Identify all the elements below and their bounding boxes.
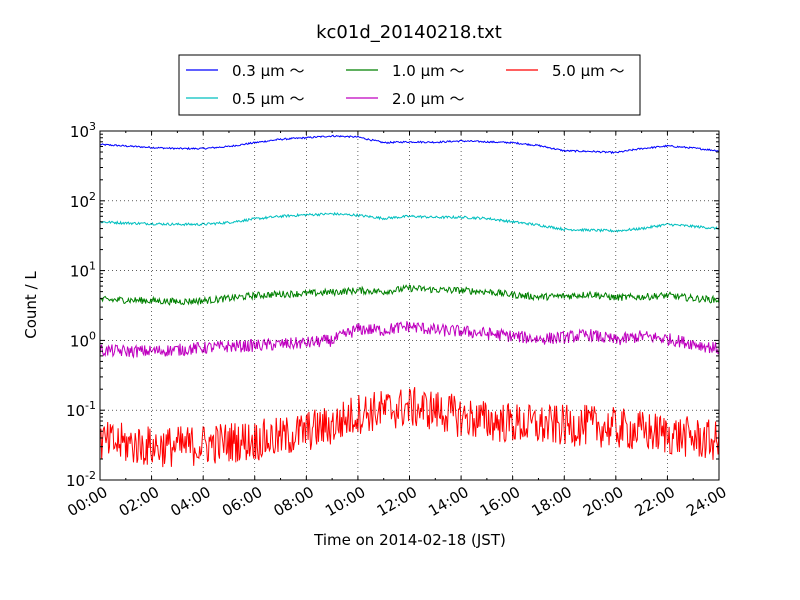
tick-layer [99, 130, 720, 481]
y-tick-label: 10-1 [66, 399, 96, 420]
x-tick-label: 16:00 [477, 483, 523, 520]
x-tick-label: 22:00 [632, 483, 678, 520]
legend-label: 0.5 μm ～ [232, 90, 305, 108]
y-tick-label: 103 [70, 120, 96, 141]
y-tick-label: 101 [70, 260, 96, 281]
series-line [99, 321, 720, 359]
legend-label: 0.3 μm ～ [232, 62, 305, 80]
legend-box [178, 54, 641, 116]
y-tick-label: 100 [70, 329, 96, 350]
x-tick-label: 20:00 [580, 483, 626, 520]
legend-label: 1.0 μm ～ [392, 62, 465, 80]
x-tick-label: 02:00 [116, 483, 162, 520]
series-layer [99, 134, 720, 468]
x-tick-label: 14:00 [425, 483, 471, 520]
y-axis-label: Count / L [22, 271, 40, 339]
legend-label: 5.0 μm ～ [552, 62, 625, 80]
chart-title: kc01d_20140218.txt [316, 22, 502, 43]
legend: 0.3 μm ～ 0.5 μm ～ 1.0 μm ～ 2.0 μm ～ 5.0 μm ～ [178, 54, 641, 116]
x-tick-label: 18:00 [528, 483, 574, 520]
x-tick-label: 06:00 [219, 483, 265, 520]
grid-layer [100, 131, 719, 480]
x-tick-label: 24:00 [683, 483, 729, 520]
y-tick-label: 102 [70, 190, 96, 211]
x-tick-label: 04:00 [167, 483, 213, 520]
x-axis-label: Time on 2014-02-18 (JST) [313, 531, 506, 549]
x-tick-label: 10:00 [322, 483, 368, 520]
series-line [99, 134, 720, 155]
series-line [99, 284, 720, 306]
y-tick-label: 10-2 [66, 469, 96, 490]
legend-label: 2.0 μm ～ [392, 90, 465, 108]
x-tick-label: 12:00 [374, 483, 420, 520]
x-tick-label: 08:00 [271, 483, 317, 520]
